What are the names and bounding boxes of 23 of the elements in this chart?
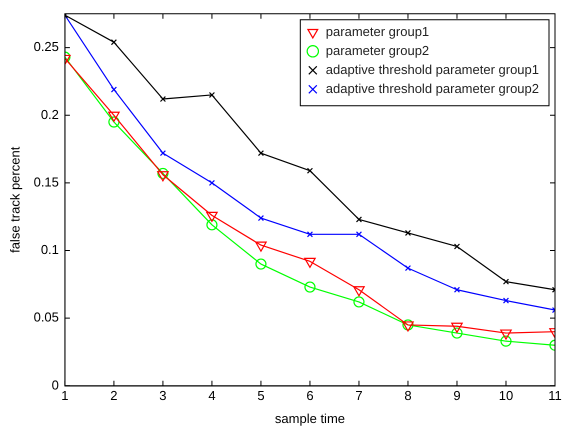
x-tick-label: 9 — [453, 388, 461, 404]
x-tick-label: 5 — [257, 388, 265, 404]
legend-label: adaptive threshold parameter group1 — [326, 62, 540, 77]
y-tick-label: 0.05 — [34, 310, 59, 325]
legend-label: parameter group2 — [326, 42, 430, 58]
x-tick-label: 8 — [404, 388, 412, 404]
x-tick-label: 7 — [355, 388, 363, 404]
x-tick-label: 11 — [548, 388, 562, 404]
x-tick-label: 6 — [306, 388, 314, 404]
y-tick-label: 0.15 — [34, 174, 59, 190]
x-tick-label: 2 — [110, 388, 118, 404]
x-tick-label: 3 — [159, 388, 167, 404]
x-axis-title: sample time — [274, 410, 345, 426]
x-tick-label: 1 — [61, 388, 69, 404]
y-tick-label: 0 — [52, 377, 59, 392]
legend-label: parameter group1 — [326, 24, 430, 39]
x-tick-label: 4 — [208, 388, 216, 404]
y-tick-label: 0.25 — [34, 39, 59, 54]
y-tick-label: 0.2 — [40, 106, 59, 122]
y-axis-title: false track percent — [7, 146, 22, 253]
x-tick-label: 10 — [498, 388, 514, 404]
y-tick-label: 0.1 — [40, 242, 59, 258]
legend-label: adaptive threshold parameter group2 — [326, 80, 540, 96]
